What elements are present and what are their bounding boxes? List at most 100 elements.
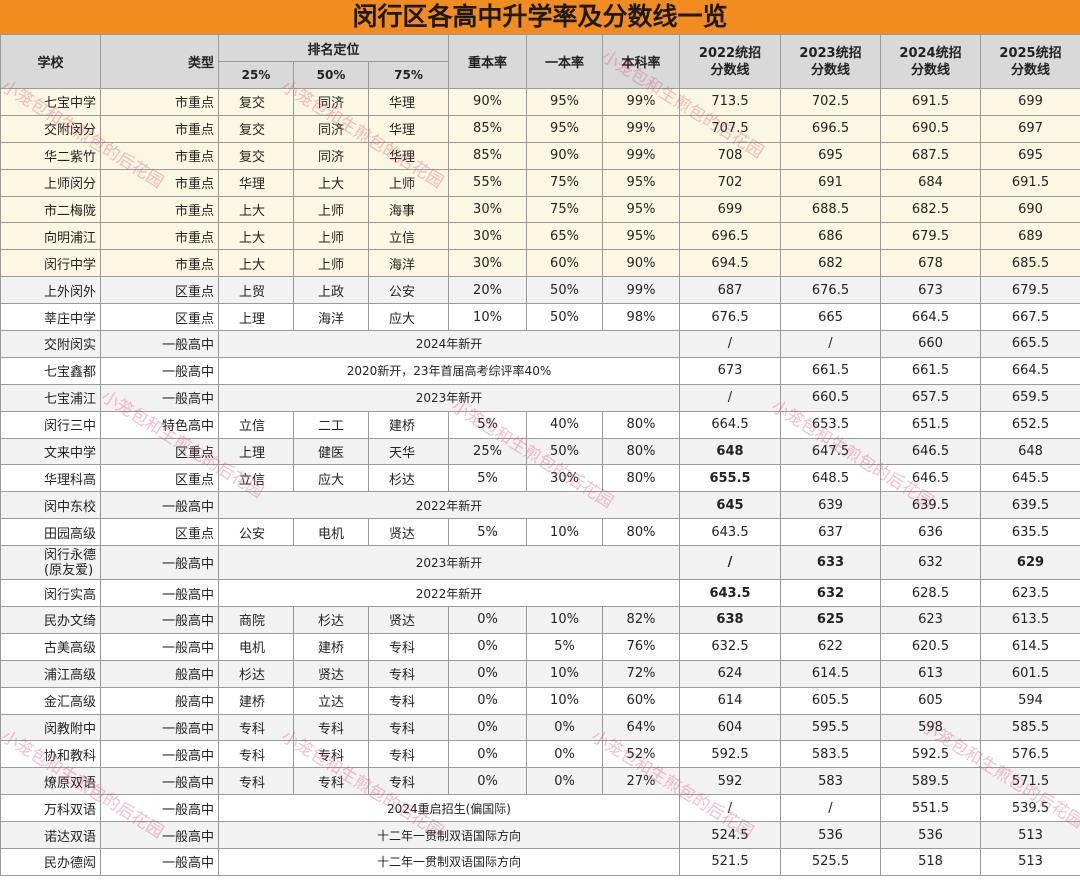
- score-2023-cell: 695: [780, 141, 881, 170]
- type-cell: 区重点: [100, 464, 219, 493]
- score-2022-cell: /: [679, 794, 781, 823]
- key-rate-cell: 85%: [448, 141, 527, 170]
- rank-25-cell: 电机: [218, 632, 294, 661]
- undergrad-rate-cell: 95%: [602, 168, 680, 197]
- rank-75-cell: 专科: [368, 632, 449, 661]
- key-rate-cell: 30%: [448, 222, 527, 251]
- score-2023-cell: 648.5: [780, 464, 881, 493]
- rank-25-cell: 杉达: [218, 659, 294, 688]
- score-2024-cell: 673: [880, 276, 981, 305]
- score-2025-cell: 699: [980, 88, 1080, 116]
- table-row: 民办德闳 一般高中 十二年一贯制双语国际方向 521.5 525.5 518 513: [0, 848, 1080, 876]
- undergrad-rate-cell: 60%: [602, 686, 680, 715]
- remark-cell: 2022年新开: [218, 579, 680, 608]
- score-2023-cell: 632: [780, 579, 881, 608]
- score-2024-cell: 664.5: [880, 303, 981, 332]
- rank-50-cell: 立达: [293, 686, 369, 715]
- school-cell: 民办文绮: [0, 606, 101, 634]
- score-2023-cell: 605.5: [780, 686, 881, 715]
- tier1-rate-cell: 50%: [526, 303, 603, 332]
- tier1-rate-cell: 60%: [526, 249, 603, 278]
- tier1-rate-cell: 10%: [526, 659, 603, 688]
- rank-75-cell: 海洋: [368, 249, 449, 278]
- type-cell: 般高中: [100, 659, 219, 688]
- score-2022-cell: 676.5: [679, 303, 781, 332]
- undergrad-rate-cell: 95%: [602, 195, 680, 224]
- score-2023-cell: /: [780, 794, 881, 823]
- score-2023-cell: 686: [780, 222, 881, 251]
- school-cell: 上外闵外: [0, 276, 101, 305]
- score-2025-cell: 614.5: [980, 632, 1080, 661]
- type-cell: 市重点: [100, 222, 219, 251]
- table-row: 交附闵实 一般高中 2024年新开 //660 665.5: [0, 330, 1080, 358]
- score-2022-cell: 592.5: [679, 740, 781, 769]
- score-2024-cell: 687.5: [880, 141, 981, 170]
- key-rate-cell: 85%: [448, 114, 527, 143]
- score-2023-cell: 702.5: [780, 88, 881, 116]
- undergrad-rate-cell: 80%: [602, 464, 680, 493]
- key-rate-cell: 10%: [448, 303, 527, 332]
- table-row: 诺达双语 一般高中 十二年一贯制双语国际方向 524.5 536 536 513: [0, 821, 1080, 850]
- undergrad-rate-cell: 95%: [602, 222, 680, 251]
- key-rate-cell: 5%: [448, 410, 527, 439]
- score-2024-cell: 639.5: [880, 491, 981, 520]
- rank-25-cell: 专科: [218, 740, 294, 769]
- remark-cell: 2020新开，23年首届高考综评率40%: [218, 356, 680, 385]
- score-2025-cell: 594: [980, 686, 1080, 715]
- score-2023-cell: 637: [780, 518, 881, 547]
- undergrad-rate-cell: 80%: [602, 518, 680, 547]
- score-2023-cell: 676.5: [780, 276, 881, 305]
- rank-50-cell: 专科: [293, 767, 369, 796]
- score-2025-cell: 685.5: [980, 249, 1080, 278]
- score-2025-cell: 635.5: [980, 518, 1080, 547]
- score-2025-cell: 639.5: [980, 491, 1080, 520]
- rank-75-cell: 杉达: [368, 464, 449, 493]
- score-2024-cell: 684: [880, 168, 981, 197]
- score-2024-cell: 646.5: [880, 464, 981, 493]
- tier1-rate-cell: 30%: [526, 464, 603, 493]
- school-cell: 浦江高级: [0, 659, 101, 688]
- score-2024-cell: 691.5: [880, 88, 981, 116]
- score-2024-cell: 592.5: [880, 740, 981, 769]
- rank-75-cell: 上师: [368, 168, 449, 197]
- score-2025-cell: 576.5: [980, 740, 1080, 769]
- score-2023-cell: 625: [780, 606, 881, 634]
- header-p75: 75%: [368, 61, 449, 89]
- tier1-rate-cell: 75%: [526, 195, 603, 224]
- rank-75-cell: 应大: [368, 303, 449, 332]
- table-row: 万科双语 一般高中 2024重启招生(偏国际) //551.5 539.5: [0, 794, 1080, 823]
- school-cell: 闵行永德 (原友爱): [0, 545, 101, 581]
- score-2025-cell: 601.5: [980, 659, 1080, 688]
- tier1-rate-cell: 40%: [526, 410, 603, 439]
- school-cell: 闵教附中: [0, 713, 101, 742]
- table-row: 协和教科 一般高中 专科 专科 专科 0% 0% 52% 592.5 583.5 592.5 576.…: [0, 740, 1080, 769]
- undergrad-rate-cell: 64%: [602, 713, 680, 742]
- score-2022-cell: 524.5: [679, 821, 781, 850]
- type-cell: 一般高中: [100, 713, 219, 742]
- school-cell: 交附闵分: [0, 114, 101, 143]
- table-row: 燎原双语 一般高中 专科 专科 专科 0% 0% 27% 592 583 589.5 571.5: [0, 767, 1080, 796]
- remark-cell: 2023年新开: [218, 383, 680, 412]
- rank-25-cell: 建桥: [218, 686, 294, 715]
- undergrad-rate-cell: 90%: [602, 249, 680, 278]
- score-2022-cell: 655.5: [679, 464, 781, 493]
- table-row: 古美高级 一般高中 电机 建桥 专科 0% 5% 76% 632.5 622 620.5 614.5: [0, 632, 1080, 661]
- rank-75-cell: 专科: [368, 740, 449, 769]
- school-cell: 文来中学: [0, 437, 101, 466]
- key-rate-cell: 55%: [448, 168, 527, 197]
- header-undergrad-rate: 本科率: [602, 34, 680, 89]
- score-2023-cell: 647.5: [780, 437, 881, 466]
- key-rate-cell: 25%: [448, 437, 527, 466]
- table-row: 闵行三中 特色高中 立信 二工 建桥 5% 40% 80% 664.5 653.5 651.5 652…: [0, 410, 1080, 439]
- type-cell: 一般高中: [100, 491, 219, 520]
- rank-75-cell: 建桥: [368, 410, 449, 439]
- rank-25-cell: 立信: [218, 410, 294, 439]
- score-2023-cell: 633: [780, 545, 881, 581]
- tier1-rate-cell: 10%: [526, 686, 603, 715]
- rank-25-cell: 商院: [218, 606, 294, 634]
- rank-50-cell: 贤达: [293, 659, 369, 688]
- score-2024-cell: 628.5: [880, 579, 981, 608]
- school-cell: 燎原双语: [0, 767, 101, 796]
- rank-50-cell: 建桥: [293, 632, 369, 661]
- score-2022-cell: 664.5: [679, 410, 781, 439]
